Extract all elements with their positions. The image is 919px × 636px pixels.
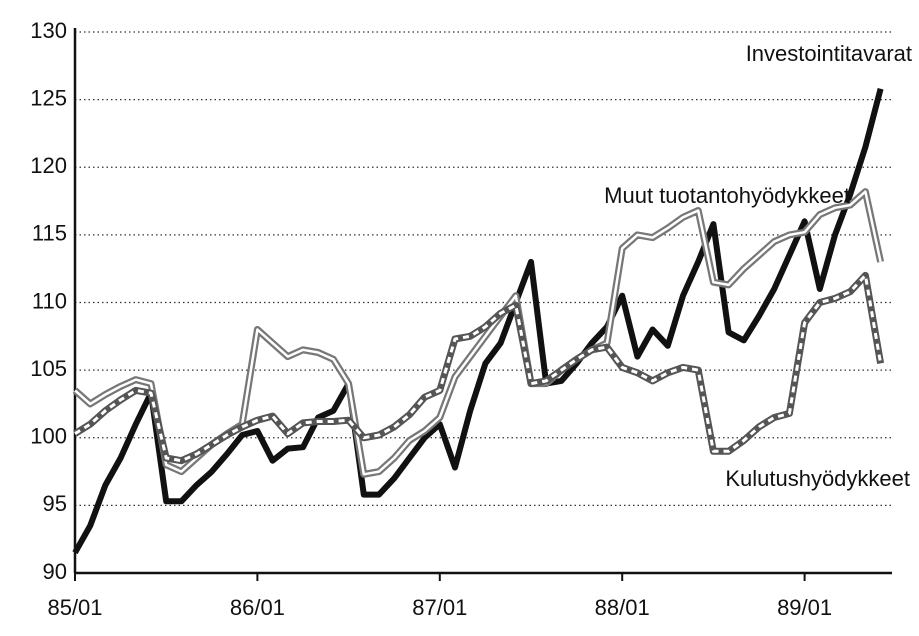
y-tick-label: 120 [30, 153, 67, 178]
series-line-inner [74, 273, 883, 463]
x-tick-label: 85/01 [47, 595, 102, 620]
x-tick-label: 87/01 [412, 595, 467, 620]
y-tick-label: 95 [43, 491, 67, 516]
series-line [72, 88, 884, 555]
x-tick-label: 86/01 [230, 595, 285, 620]
series-label: Investointitavarat [746, 41, 912, 66]
y-tick-label: 110 [32, 288, 67, 313]
y-tick-label: 115 [32, 221, 67, 246]
x-tick-label: 88/01 [595, 595, 650, 620]
series-label: Kulutushyödykkeet [725, 466, 910, 491]
series-line [73, 271, 885, 465]
y-tick-label: 90 [43, 559, 67, 584]
y-tick-label: 125 [30, 85, 67, 110]
y-tick-label: 130 [30, 18, 67, 43]
y-tick-label: 100 [30, 424, 67, 449]
x-tick-label: 89/01 [777, 595, 832, 620]
y-tick-label: 105 [30, 356, 67, 381]
series-label: Muut tuotantohyödykkeet [604, 183, 850, 208]
